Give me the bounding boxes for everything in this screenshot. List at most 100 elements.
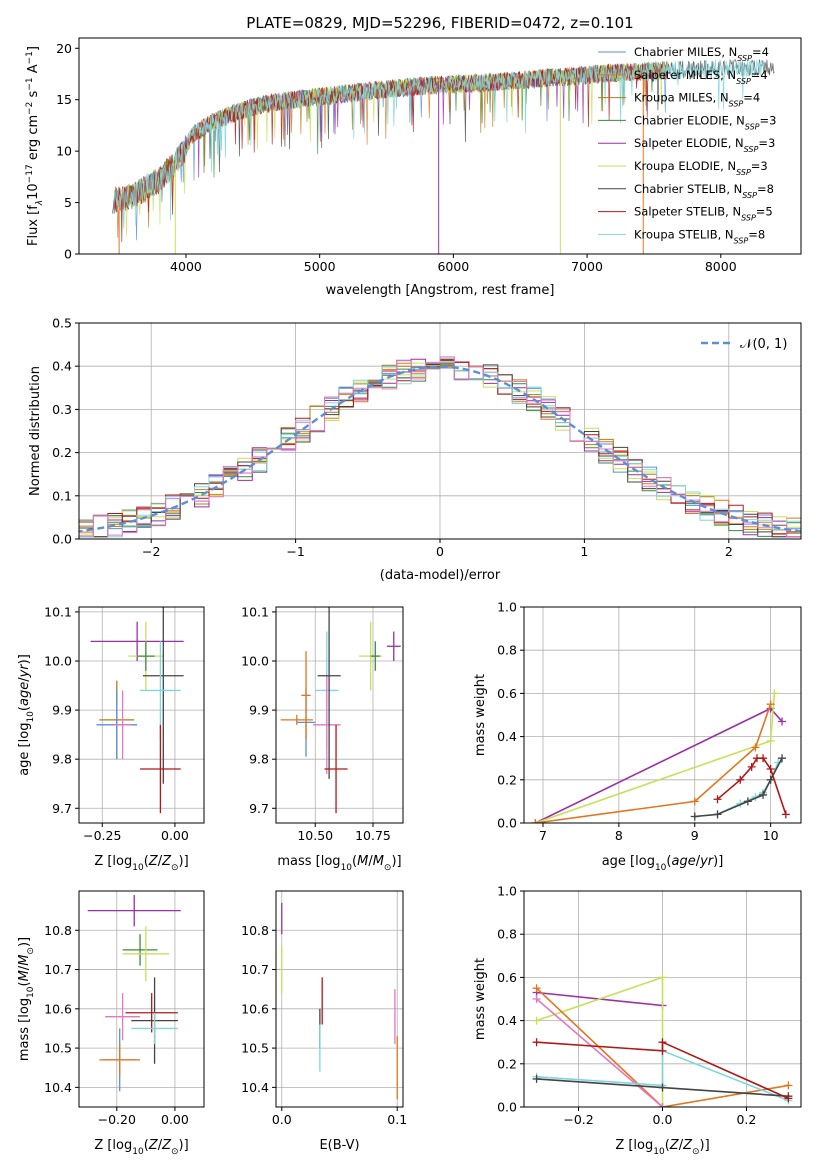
data-point — [142, 607, 184, 784]
x-tick-label: 0.00 — [161, 828, 189, 843]
x-axis-label-part: yr — [699, 854, 715, 869]
series-line — [535, 703, 772, 823]
y-tick-label: 9.8 — [249, 752, 269, 767]
y-axis-label-part: −1 — [25, 51, 35, 64]
x-tick-label: 1 — [580, 544, 588, 559]
data-point — [113, 690, 132, 760]
y-tick-label: 0.1 — [52, 488, 72, 503]
y-tick-label: 5 — [64, 195, 72, 210]
x-axis-label: (data-model)/error — [380, 568, 501, 583]
data-point — [140, 724, 181, 814]
y-tick-label: 10.7 — [241, 962, 269, 977]
y-axis-label-part: mass [log — [17, 998, 32, 1061]
y-tick-label: 0 — [64, 247, 72, 262]
plot-area — [280, 607, 401, 814]
data-point — [122, 926, 170, 982]
y-tick-label: 0.8 — [497, 927, 517, 942]
series-marker — [658, 1083, 667, 1092]
axes-frame — [275, 606, 404, 824]
legend-name: Kroupa ELODIE, N — [634, 159, 736, 173]
y-axis-label-part: / — [17, 677, 32, 682]
x-axis-label-part: )] — [391, 854, 401, 869]
series-marker — [751, 743, 760, 752]
y-tick-label: 0.2 — [52, 445, 72, 460]
y-tick-label: 0.5 — [52, 316, 72, 331]
y-axis-label-part: )] — [17, 654, 32, 664]
data-point — [317, 607, 341, 779]
y-tick-label: 0.4 — [52, 359, 72, 374]
series-marker — [658, 1046, 667, 1055]
y-axis-label-part: ] — [26, 46, 41, 51]
legend-name: Salpeter MILES, N — [634, 68, 736, 82]
x-axis-label-part: / — [368, 854, 373, 869]
y-axis-label-part: 10 — [26, 183, 41, 200]
axes-frame — [78, 606, 205, 824]
y-tick-label: 10.4 — [241, 1080, 269, 1095]
legend-item: Kroupa ELODIE, NSSP=3 — [598, 159, 768, 177]
legend-label: Salpeter STELIB, NSSP=5 — [634, 205, 773, 223]
legend-label: Kroupa MILES, NSSP=4 — [634, 91, 760, 109]
series-marker — [532, 1038, 541, 1047]
y-tick-label: 9.9 — [249, 703, 269, 718]
series-marker — [778, 717, 787, 726]
plot-area — [281, 902, 398, 1100]
x-tick-label: 0.0 — [272, 1112, 292, 1127]
y-tick-label: 1.0 — [497, 600, 517, 615]
legend-label: Salpeter ELODIE, NSSP=3 — [634, 136, 775, 154]
legend-label: Salpeter MILES, NSSP=4 — [634, 68, 768, 86]
series-marker — [766, 765, 775, 773]
data-point — [137, 641, 155, 671]
legend-count: =3 — [760, 113, 777, 127]
y-tick-label: 9.9 — [52, 703, 72, 718]
spectrum-plot: 4000 5000 6000 7000 8000 0 5 10 15 20 wavelength [… — [25, 37, 802, 298]
y-axis-label-part: ⊙ — [26, 947, 36, 955]
y-tick-label: 0.0 — [52, 532, 72, 547]
y-axis-label-part: age — [17, 682, 32, 706]
x-tick-label: 0.1 — [387, 1112, 407, 1127]
x-axis-label-part: ( — [352, 854, 357, 869]
legend-label: Kroupa ELODIE, NSSP=3 — [634, 159, 768, 177]
x-axis-label-part: ⊙ — [384, 863, 392, 873]
y-axis-label-part: −2 — [25, 102, 35, 115]
series-marker — [690, 812, 699, 821]
data-point — [105, 993, 141, 1041]
x-axis-label-part: Z — [161, 854, 172, 869]
x-tick-label: 4000 — [170, 259, 202, 274]
figure-title: PLATE=0829, MJD=52296, FIBERID=0472, z=0… — [246, 14, 633, 32]
y-axis-label-part: yr — [17, 663, 32, 679]
x-axis-label-part: Z — [669, 1138, 680, 1153]
y-tick-label: 0.3 — [52, 402, 72, 417]
x-axis-label-part: ( — [144, 854, 149, 869]
y-axis-label-part: −1 — [25, 77, 35, 90]
data-point — [324, 724, 348, 814]
series-marker — [766, 775, 775, 784]
legend-sub: SSP — [742, 190, 757, 199]
legend-name: Kroupa STELIB, N — [634, 227, 734, 241]
x-axis-label-part: 10 — [132, 863, 144, 873]
x-axis-label-part: / — [158, 854, 163, 869]
residuals-plot: −2 −1 0 1 2 0.0 0.1 0.2 0.3 0.4 0.5 (data-model)/er… — [28, 316, 802, 583]
plot-area — [87, 894, 181, 1092]
y-axis-label-part: A — [26, 64, 41, 77]
series-marker — [658, 1103, 667, 1107]
legend-count: =8 — [748, 227, 765, 241]
x-axis-label-part: M — [373, 854, 384, 869]
x-tick-label: 0 — [436, 544, 444, 559]
age-vs-metallicity-plot: −0.25 0.009.79.89.910.010.1Z [log10(Z/Z⊙)… — [17, 604, 205, 873]
y-tick-label: 15 — [56, 92, 72, 107]
legend-sub: SSP — [745, 122, 760, 131]
series-marker — [531, 819, 540, 823]
legend-sub: SSP — [744, 145, 759, 154]
plot-area — [531, 689, 790, 823]
x-axis-label-part: 10 — [655, 863, 667, 873]
data-point — [280, 715, 313, 725]
legend-sub: SSP — [729, 99, 744, 108]
legend-name: Chabrier STELIB, N — [634, 182, 742, 196]
x-tick-label: 9 — [691, 828, 699, 843]
x-axis-label-part: mass [log — [277, 854, 340, 869]
data-point — [140, 641, 181, 740]
y-tick-label: 0.0 — [497, 1100, 517, 1115]
x-tick-label: 10.75 — [355, 828, 391, 843]
x-tick-label: −0.25 — [83, 828, 121, 843]
